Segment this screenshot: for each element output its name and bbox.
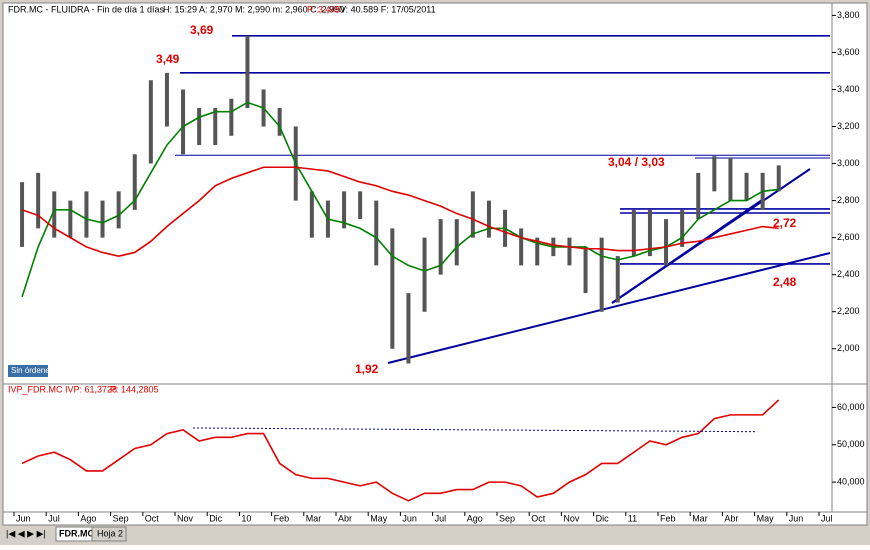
ivp-title: IVP_FDR.MC IVP: 61,3728 — [8, 384, 117, 394]
x-tick-label: Jun — [402, 513, 417, 523]
x-tick-label: Ago — [467, 513, 483, 523]
y2-tick-label: 40,000 — [837, 476, 865, 486]
y-tick-label: 2,400 — [837, 269, 860, 279]
y-tick-label: 2,000 — [837, 343, 860, 353]
x-tick-label: May — [757, 513, 775, 523]
x-tick-label: Oct — [145, 513, 160, 523]
annotation: 2,72 — [773, 216, 797, 230]
no-orders-button[interactable] — [8, 365, 48, 377]
y-tick-label: 2,800 — [837, 195, 860, 205]
tab-label: Hoja 2 — [97, 528, 123, 538]
x-tick-label: Nov — [563, 513, 580, 523]
header-rest: V: 40.589 F: 17/05/2011 — [340, 4, 436, 14]
ivp-subtitle: P: 144,2805 — [110, 384, 159, 394]
x-tick-label: Mar — [692, 513, 708, 523]
x-tick-label: Dic — [596, 513, 609, 523]
x-tick-label: Jun — [16, 513, 31, 523]
annotation: 1,92 — [355, 362, 379, 376]
no-orders-label: Sin órdenes — [11, 366, 54, 375]
header-quote: H: 15:29 A: 2,970 M: 2,990 m: 2,960 C: 2… — [163, 4, 344, 14]
x-tick-label: Dic — [209, 513, 222, 523]
x-tick-label: 11 — [628, 513, 637, 523]
x-tick-label: Oct — [531, 513, 546, 523]
tab[interactable] — [91, 526, 127, 542]
y2-tick-label: 50,000 — [837, 439, 865, 449]
annotation: 3,04 / 3,03 — [608, 155, 665, 169]
x-tick-label: Feb — [274, 513, 290, 523]
trendline — [387, 252, 831, 364]
moving-average — [21, 101, 779, 298]
y-tick-label: 3,000 — [837, 158, 860, 168]
nav-arrows: |◀ ◀ ▶ ▶| — [6, 528, 46, 538]
x-tick-label: Ago — [80, 513, 96, 523]
y-tick-label: 2,600 — [837, 232, 860, 242]
x-tick-label: Jun — [789, 513, 804, 523]
y-tick-label: 3,600 — [837, 47, 860, 57]
nav-buttons[interactable] — [3, 527, 55, 541]
tab-label: FDR.MC — [59, 528, 94, 538]
annotation: 3,69 — [190, 23, 214, 37]
ivp-line — [21, 399, 780, 502]
header-prev: P: 3,445 — [307, 4, 341, 14]
y-tick-label: 3,800 — [837, 10, 860, 20]
y-tick-label: 3,400 — [837, 84, 860, 94]
x-tick-label: Abr — [724, 513, 738, 523]
header-symbol: FDR.MC - FLUIDRA - Fin de día 1 días — [8, 4, 165, 14]
annotation: 2,48 — [773, 275, 797, 289]
x-tick-label: Feb — [660, 513, 676, 523]
annotation: 3,49 — [156, 52, 180, 66]
x-tick-label: Sep — [499, 513, 515, 523]
x-tick-label: Jul — [821, 513, 833, 523]
x-tick-label: Jul — [48, 513, 60, 523]
reference-line — [192, 427, 756, 433]
x-tick-label: Mar — [306, 513, 322, 523]
x-tick-label: May — [370, 513, 388, 523]
x-tick-label: Nov — [177, 513, 194, 523]
x-tick-label: Abr — [338, 513, 352, 523]
y-tick-label: 3,200 — [837, 121, 860, 131]
moving-average — [21, 166, 779, 257]
y-tick-label: 2,200 — [837, 306, 860, 316]
x-tick-label: Sep — [113, 513, 129, 523]
trendline — [611, 199, 763, 304]
x-tick-label: 10 — [241, 513, 251, 523]
x-tick-label: Jul — [435, 513, 447, 523]
y2-tick-label: 60,000 — [837, 402, 865, 412]
